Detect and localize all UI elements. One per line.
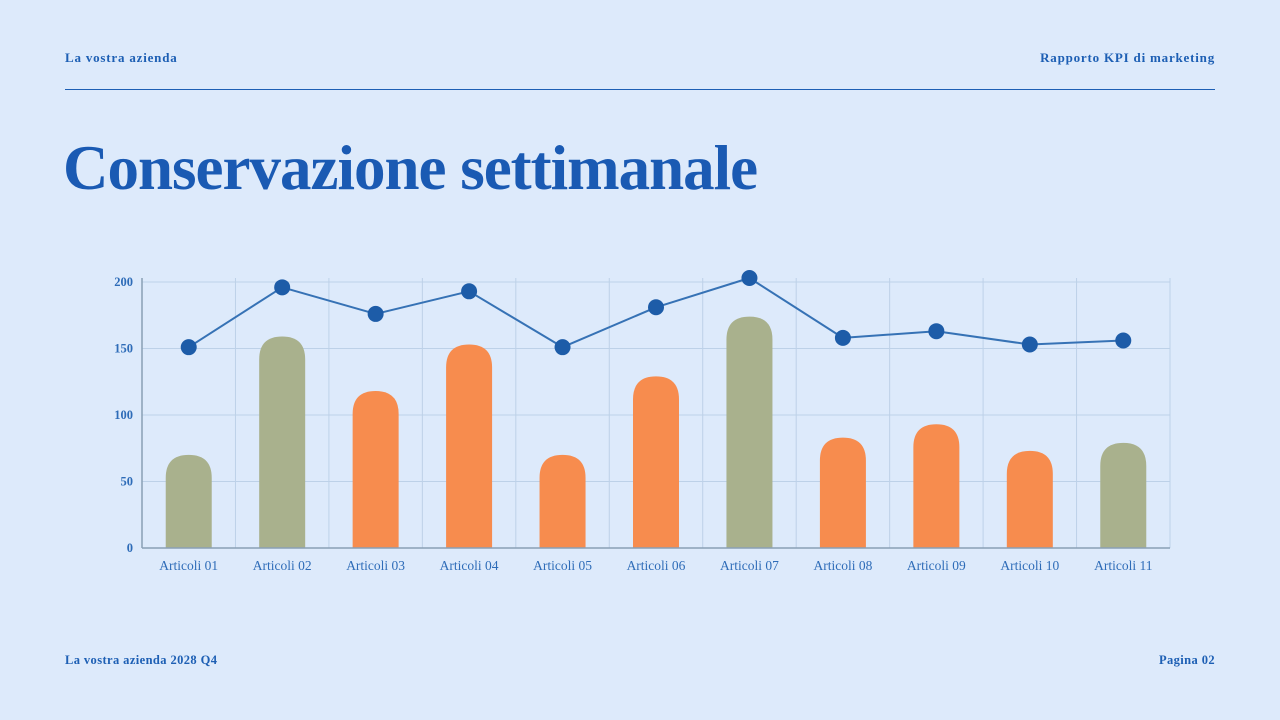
line-point-9 — [928, 323, 945, 340]
line-point-8 — [834, 329, 851, 346]
company-name: La vostra azienda — [65, 50, 178, 65]
line-point-2 — [274, 279, 291, 296]
retention-chart: 0 50 100 150 200 Articoli 01 Articoli 02 Artico… — [105, 268, 1185, 583]
line-point-5 — [554, 339, 571, 356]
line-point-10 — [1021, 336, 1038, 353]
x-category-label: Articoli 08 — [813, 558, 872, 573]
line-point-1 — [180, 339, 197, 356]
x-category-label: Articoli 11 — [1094, 558, 1152, 573]
line-point-3 — [367, 305, 384, 322]
line-point-4 — [461, 283, 478, 300]
bar-articoli-08 — [819, 437, 866, 548]
x-category-label: Articoli 03 — [346, 558, 405, 573]
chart-canvas: 0 50 100 150 200 Articoli 01 Articoli 02 Artico… — [114, 270, 1171, 573]
x-category-label: Articoli 07 — [720, 558, 779, 573]
x-category-label: Articoli 01 — [159, 558, 218, 573]
x-category-label: Articoli 02 — [253, 558, 312, 573]
x-category-label: Articoli 06 — [627, 558, 686, 573]
y-tick-label: 200 — [114, 275, 133, 289]
line-point-7 — [741, 270, 758, 287]
line-point-11 — [1115, 332, 1132, 349]
footer-company: La vostra azienda 2028 Q4 — [65, 653, 218, 667]
report-name: Rapporto KPI di marketing — [1040, 50, 1215, 65]
line-point-6 — [648, 299, 664, 316]
bar-articoli-05 — [539, 454, 586, 548]
bar-articoli-01 — [165, 454, 212, 548]
bar-articoli-04 — [446, 344, 493, 548]
x-category-label: Articoli 10 — [1000, 558, 1059, 573]
footer-page-number: Pagina 02 — [1158, 653, 1215, 667]
bar-articoli-09 — [913, 424, 960, 548]
header-divider — [65, 89, 1215, 90]
bar-articoli-03 — [352, 391, 399, 548]
bar-articoli-06 — [633, 376, 679, 548]
x-category-label: Articoli 09 — [907, 558, 966, 573]
y-tick-label: 100 — [114, 408, 133, 422]
bar-articoli-10 — [1006, 450, 1053, 548]
x-category-label: Articoli 04 — [440, 558, 499, 573]
y-tick-label: 0 — [127, 541, 133, 555]
y-tick-label: 50 — [121, 475, 134, 489]
bar-articoli-07 — [726, 316, 773, 548]
page-title: Conservazione settimanale — [63, 133, 758, 203]
y-tick-label: 150 — [114, 342, 133, 356]
x-category-label: Articoli 05 — [533, 558, 592, 573]
bar-articoli-11 — [1100, 442, 1147, 548]
bar-articoli-02 — [259, 336, 306, 548]
